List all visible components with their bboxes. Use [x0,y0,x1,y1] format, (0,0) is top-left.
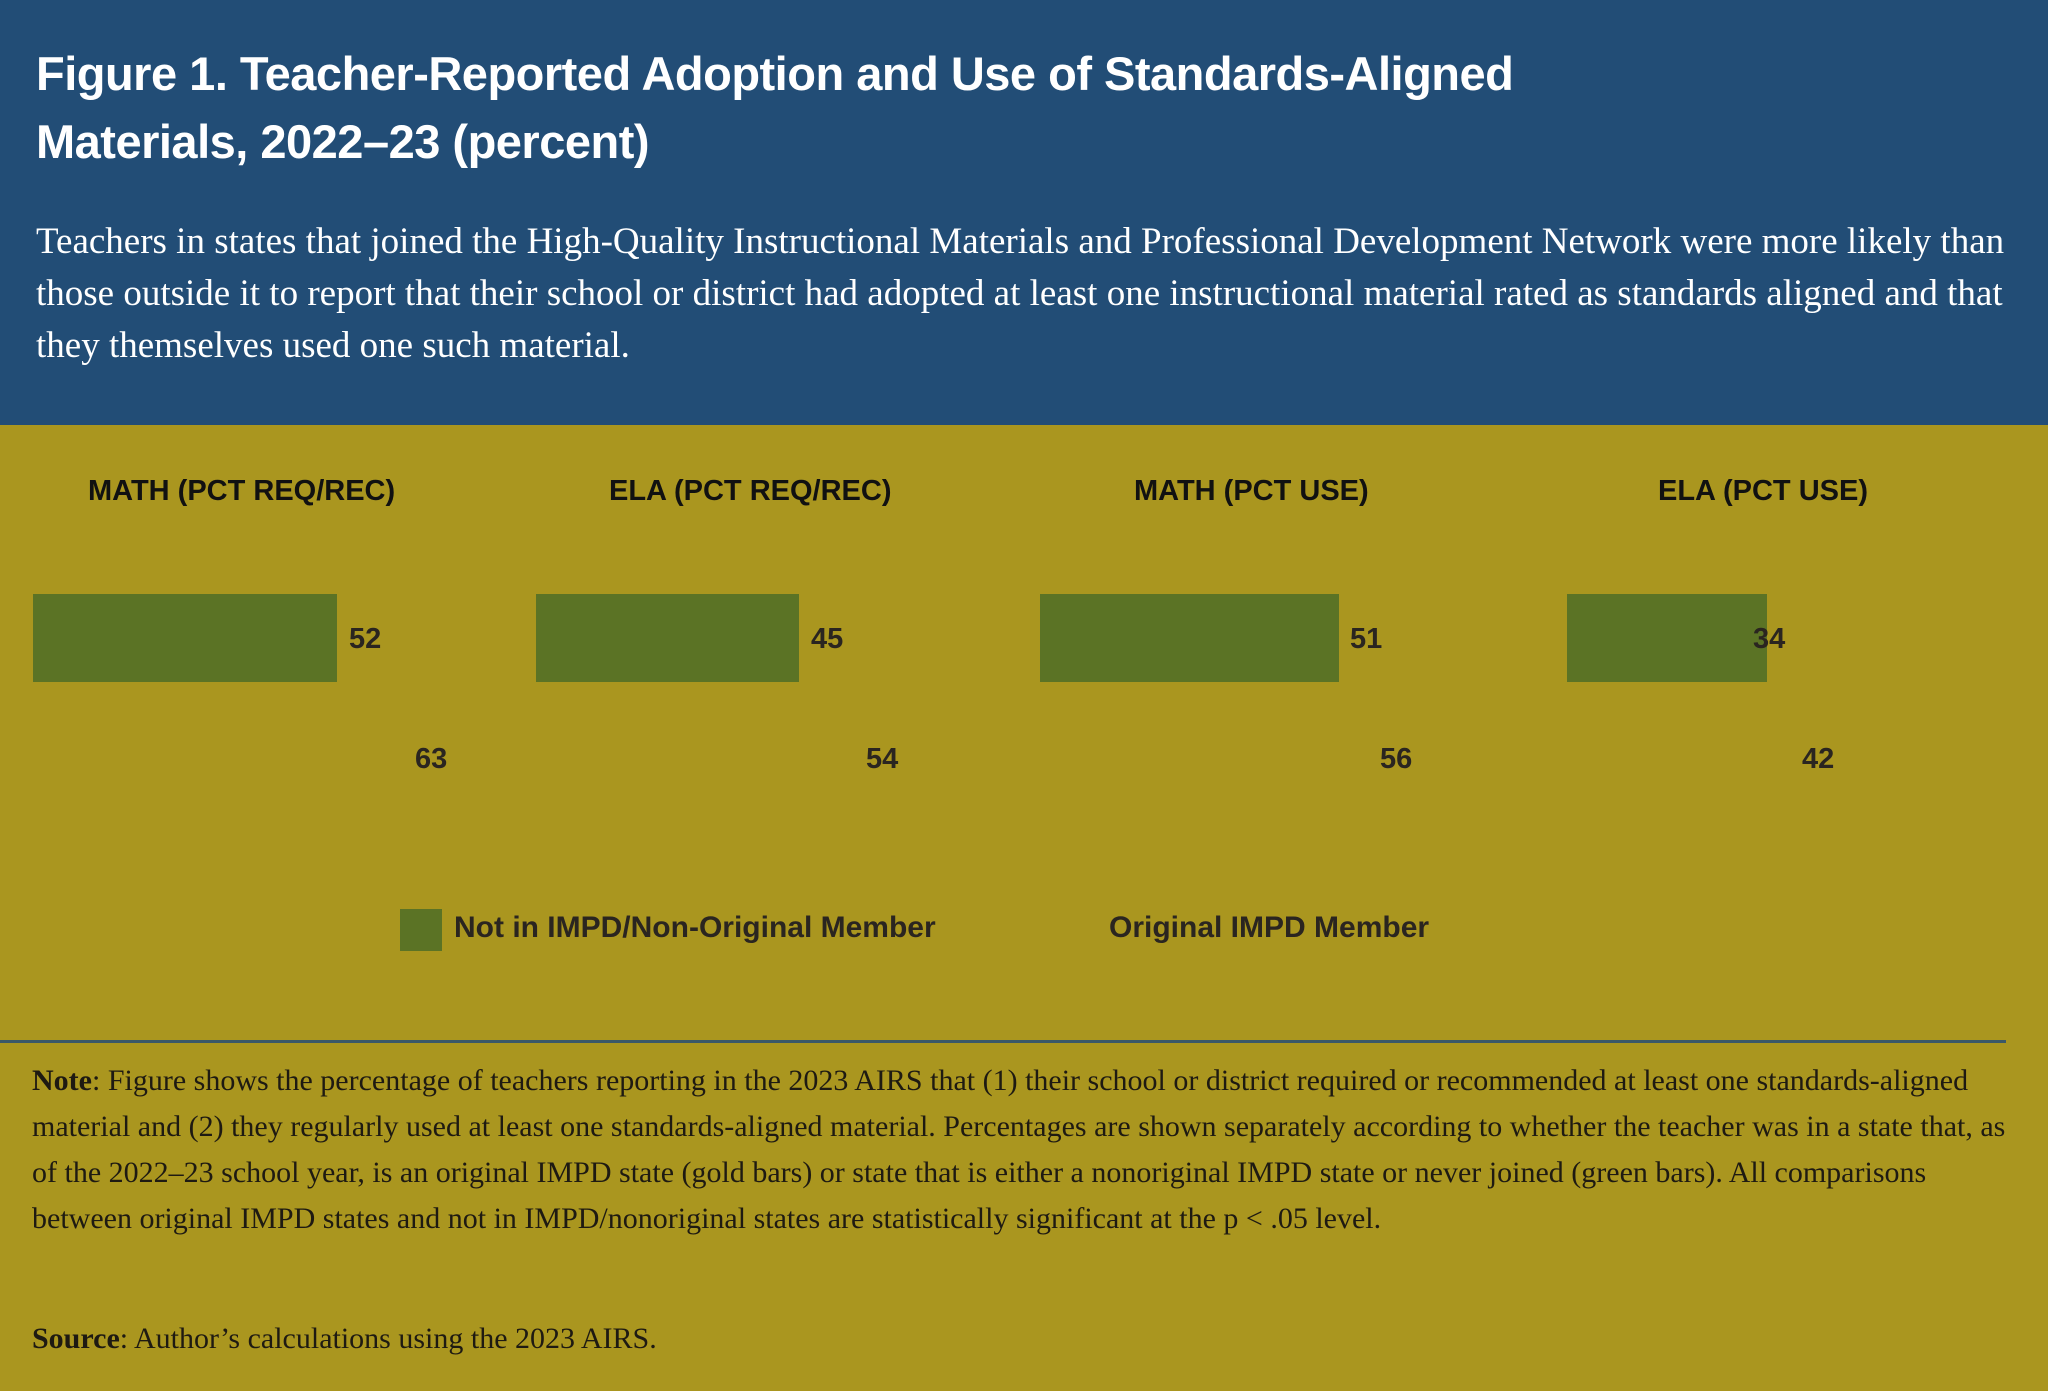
panel-title: MATH (PCT REQ/REC) [88,475,396,507]
green-bar [1040,594,1339,682]
gold-bar [1567,715,1813,803]
green-bar [1567,594,1767,682]
gold-value-label: 63 [415,743,448,775]
panel-ela-use: ELA (PCT USE) 34 42 [1534,425,2048,1045]
figure-source: Source: Author’s calculations using the … [32,1316,2022,1362]
gold-value-label: 42 [1802,743,1835,775]
panel-title: ELA (PCT REQ/REC) [609,475,892,507]
source-label: Source [32,1322,120,1355]
figure-header: Figure 1. Teacher-Reported Adoption and … [0,0,2048,425]
panel-ela-req-rec: ELA (PCT REQ/REC) 45 54 [510,425,1020,1045]
legend-label-not-in-impd: Not in IMPD/Non-Original Member [454,911,936,944]
figure-note: Note: Figure shows the percentage of tea… [32,1058,2022,1242]
green-value-label: 52 [349,623,382,655]
divider [0,1040,2006,1043]
legend-label-original-impd: Original IMPD Member [1109,911,1430,944]
green-value-label: 34 [1753,623,1786,655]
panel-math-use: MATH (PCT USE) 51 56 [1024,425,1534,1045]
green-bar [33,594,337,682]
figure-title: Figure 1. Teacher-Reported Adoption and … [36,47,1514,168]
figure-subtitle: Teachers in states that joined the High-… [36,221,2005,366]
panel-math-req-rec: MATH (PCT REQ/REC) 52 63 [0,425,510,1045]
gold-bar [33,715,403,803]
green-value-label: 45 [811,623,844,655]
note-text: : Figure shows the percentage of teacher… [32,1064,2006,1235]
green-bar [536,594,799,682]
gold-value-label: 56 [1380,743,1413,775]
green-value-label: 51 [1350,623,1383,655]
gold-value-label: 54 [866,743,899,775]
legend-swatch-green [400,909,442,951]
gold-bar [1040,715,1368,803]
panel-title: MATH (PCT USE) [1134,475,1369,507]
note-label: Note [32,1064,92,1097]
source-text: : Author’s calculations using the 2023 A… [119,1322,657,1355]
gold-bar [536,715,854,803]
panel-title: ELA (PCT USE) [1658,475,1868,507]
